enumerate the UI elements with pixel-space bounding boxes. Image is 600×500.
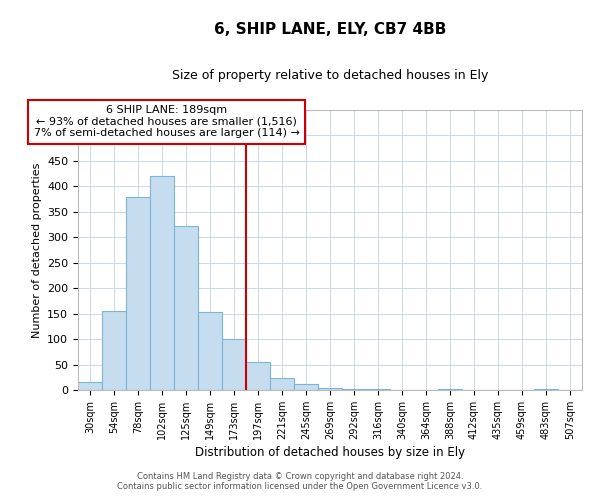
Bar [246,362,270,390]
Text: Contains HM Land Registry data © Crown copyright and database right 2024.: Contains HM Land Registry data © Crown c… [137,472,463,481]
Bar [198,312,222,390]
Text: 6 SHIP LANE: 189sqm
← 93% of detached houses are smaller (1,516)
7% of semi-deta: 6 SHIP LANE: 189sqm ← 93% of detached ho… [34,105,300,138]
Bar [150,176,174,390]
Y-axis label: Number of detached properties: Number of detached properties [32,162,41,338]
Bar [126,196,150,390]
Bar [270,378,294,390]
Bar [294,384,318,390]
Bar [222,338,246,390]
Text: Contains public sector information licensed under the Open Government Licence v3: Contains public sector information licen… [118,482,482,491]
Bar [78,382,102,390]
Bar [102,311,126,390]
Bar [174,226,198,390]
X-axis label: Distribution of detached houses by size in Ely: Distribution of detached houses by size … [195,446,465,459]
Title: Size of property relative to detached houses in Ely: Size of property relative to detached ho… [172,70,488,82]
Text: 6, SHIP LANE, ELY, CB7 4BB: 6, SHIP LANE, ELY, CB7 4BB [214,22,446,38]
Bar [318,388,342,390]
Bar [342,389,366,390]
